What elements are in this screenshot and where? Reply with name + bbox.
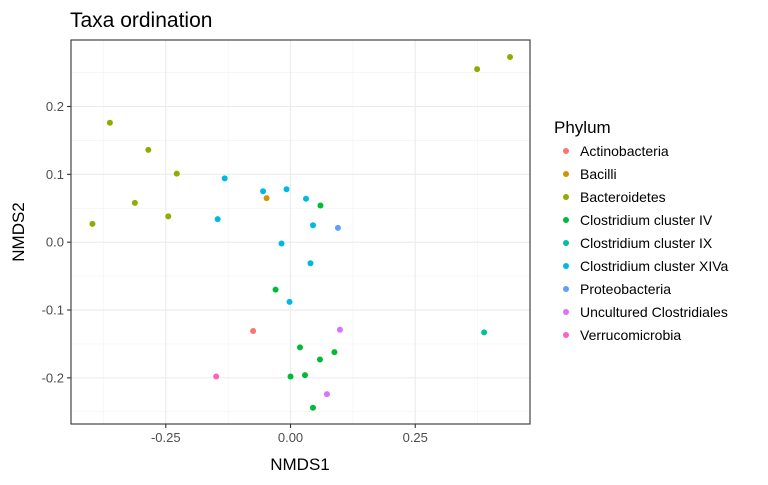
- point-proteobacteria: [334, 224, 341, 231]
- legend-label-actinobacteria: Actinobacteria: [580, 143, 669, 159]
- y-tick-label: 0.1: [46, 167, 64, 182]
- point-uncultured-clostridiales: [336, 326, 343, 333]
- point-clostridium-cluster-xiva: [302, 195, 309, 202]
- point-clostridium-cluster-xiva: [221, 175, 228, 182]
- point-bacteroidetes: [173, 170, 180, 177]
- legend: Actinobacteria Bacilli Bacteroidetes Clostr…: [563, 143, 729, 343]
- point-uncultured-clostridiales: [323, 391, 330, 398]
- point-bacteroidetes: [89, 220, 96, 227]
- legend-label-bacilli: Bacilli: [580, 166, 617, 182]
- legend-label-bacteroidetes: Bacteroidetes: [580, 189, 666, 205]
- point-clostridium-cluster-iv: [272, 286, 279, 293]
- x-tick-label: 0.25: [403, 430, 428, 445]
- x-tick-label: 0.00: [278, 430, 303, 445]
- legend-key-clostridium-cluster-ix: [563, 240, 569, 246]
- y-tick-label: -0.2: [42, 370, 64, 385]
- point-bacteroidetes: [165, 213, 172, 220]
- y-tick-label: -0.1: [42, 303, 64, 318]
- legend-key-uncultured-clostridiales: [563, 309, 569, 315]
- point-bacteroidetes: [106, 119, 113, 126]
- point-verrucomicrobia: [213, 373, 220, 380]
- legend-label-proteobacteria: Proteobacteria: [580, 281, 671, 297]
- grid-layer: [71, 40, 530, 424]
- legend-label-clostridium-cluster-xiva: Clostridium cluster XIVa: [580, 258, 729, 274]
- x-axis-title: NMDS1: [270, 455, 330, 474]
- point-clostridium-cluster-xiva: [214, 216, 221, 223]
- legend-key-bacteroidetes: [563, 194, 569, 200]
- point-clostridium-cluster-iv: [309, 404, 316, 411]
- y-axis-title: NMDS2: [9, 202, 28, 262]
- legend-key-clostridium-cluster-iv: [563, 217, 569, 223]
- point-clostridium-cluster-iv: [287, 373, 294, 380]
- y-tick-label: 0.0: [46, 235, 64, 250]
- x-tick-label: -0.25: [151, 430, 181, 445]
- point-clostridium-cluster-iv: [317, 202, 324, 209]
- legend-label-uncultured-clostridiales: Uncultured Clostridiales: [580, 304, 728, 320]
- point-clostridium-cluster-iv: [301, 372, 308, 379]
- legend-label-clostridium-cluster-ix: Clostridium cluster IX: [580, 235, 713, 251]
- legend-label-verrucomicrobia: Verrucomicrobia: [580, 327, 681, 343]
- point-clostridium-cluster-xiva: [307, 260, 314, 267]
- point-clostridium-cluster-iv: [316, 356, 323, 363]
- point-bacteroidetes: [145, 146, 152, 153]
- point-actinobacteria: [250, 328, 257, 335]
- plot-panel: [71, 40, 530, 424]
- chart-title: Taxa ordination: [70, 9, 212, 32]
- legend-key-clostridium-cluster-xiva: [563, 263, 569, 269]
- point-clostridium-cluster-iv: [331, 349, 338, 356]
- point-clostridium-cluster-xiva: [278, 240, 285, 247]
- legend-key-bacilli: [563, 171, 569, 177]
- point-clostridium-cluster-xiva: [260, 188, 267, 195]
- plot-border: [70, 39, 531, 425]
- point-clostridium-cluster-xiva: [286, 298, 293, 305]
- point-clostridium-cluster-iv: [297, 344, 304, 351]
- ticks-layer: -0.25 0.00 0.25 -0.2 -0.1 0.0 0.1 0.2: [42, 99, 428, 445]
- legend-label-clostridium-cluster-iv: Clostridium cluster IV: [580, 212, 713, 228]
- legend-title: Phylum: [554, 118, 611, 137]
- point-bacteroidetes: [131, 199, 138, 206]
- points-layer: [89, 53, 514, 411]
- point-bacteroidetes: [507, 53, 514, 60]
- point-clostridium-cluster-ix: [481, 329, 488, 336]
- y-tick-label: 0.2: [46, 99, 64, 114]
- point-clostridium-cluster-xiva: [283, 186, 290, 193]
- legend-key-proteobacteria: [563, 286, 569, 292]
- point-bacteroidetes: [474, 66, 481, 73]
- legend-key-verrucomicrobia: [563, 332, 569, 338]
- legend-key-actinobacteria: [563, 148, 569, 154]
- point-clostridium-cluster-xiva: [309, 222, 316, 229]
- point-bacilli: [263, 195, 270, 202]
